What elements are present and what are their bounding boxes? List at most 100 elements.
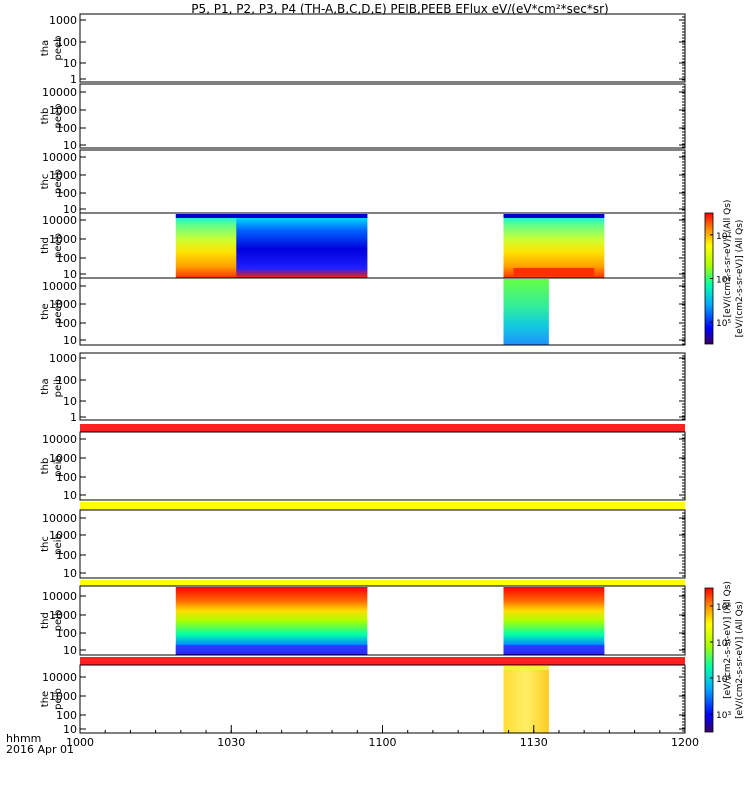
panel-probe-label: thb [40,458,51,475]
spectrogram-bottom-band [503,645,605,654]
panel-species-label: peeb [53,36,64,61]
y-tick-label: 100 [56,122,77,135]
panel-species-label: peib [53,533,64,555]
spectrogram-block-the-peib-0 [503,666,549,733]
y-tick-label: 1000 [49,104,77,117]
y-tick-label: 1000 [49,169,77,182]
y-tick-label: 1 [70,411,77,424]
y-tick-label: 10000 [42,86,77,99]
mode-bar-yellow [80,502,685,510]
colorbar-overlap-label: [eV/(cm2-s-sr-eV)] (All Qs) [723,200,733,318]
x-tick-label: 1000 [66,736,94,749]
panel-frame-8 [79,585,686,656]
y-tick-label: 1000 [49,452,77,465]
time-axis-label: hhmm [6,732,41,745]
y-tick-label: 10000 [42,280,77,293]
panel-species-label: peeb [53,233,64,258]
panel-probe-label: thc [40,536,51,552]
y-tick-label: 1000 [49,690,77,703]
y-tick-label: 10 [63,395,77,408]
x-tick-label: 1030 [217,736,245,749]
y-tick-label: 10 [63,489,77,502]
y-tick-label: 100 [56,709,77,722]
panel-frame-6 [79,431,686,501]
mode-bar-yellow [80,580,685,586]
panel-frame-1 [79,83,686,149]
spectrogram-block-the-peeb-0 [503,279,549,345]
spectrogram-low-flux-region [236,214,368,278]
panel-frame-2 [79,149,686,214]
panel-species-label: peeb [53,299,64,324]
y-tick-label: 100 [56,187,77,200]
x-tick-label: 1200 [671,736,699,749]
panel-species-label: peeb [53,169,64,194]
x-tick-label: 1100 [369,736,397,749]
colorbar-label: [eV/(cm2-s-sr-eV)] (All Qs) [735,220,745,338]
y-tick-label: 10000 [42,151,77,164]
mode-bar-red [80,424,685,432]
y-tick-label: 1 [70,73,77,86]
panel-frame-4 [79,277,686,346]
time-axis-date: 2016 Apr 01 [6,743,74,756]
y-tick-label: 100 [56,374,77,387]
y-tick-label: 100 [56,36,77,49]
colorbar-tick-label: 10⁶ [716,603,731,613]
colorbar-tick-label: 10⁶ [716,276,731,286]
spectrogram-bottom-band [175,645,368,654]
panel-probe-label: tha [40,40,51,56]
y-tick-label: 10000 [42,214,77,227]
y-tick-label: 10000 [42,512,77,525]
spectrogram-top-edge [175,214,368,218]
panel-probe-label: the [40,303,51,319]
spectrogram-block-thd-peeb-1 [503,214,605,278]
panel-probe-label: thc [40,174,51,190]
panel-species-label: peib [53,688,64,710]
panel-probe-label: thd [40,237,51,254]
spectrogram-bottom-edge [513,268,595,276]
panel-species-label: peib [53,455,64,477]
y-tick-label: 1000 [49,609,77,622]
y-tick-label: 100 [56,471,77,484]
y-tick-label: 1000 [49,233,77,246]
colorbar-tick-label: 10⁷ [716,232,731,242]
panel-probe-label: tha [40,378,51,394]
spectrogram-block-thd-peib-0 [175,587,368,655]
panel-frame-9 [79,664,686,734]
y-tick-label: 10000 [42,590,77,603]
y-tick-label: 100 [56,317,77,330]
y-tick-label: 10 [63,334,77,347]
panel-frame-7 [79,509,686,579]
colorbar-ion [704,587,714,733]
y-tick-label: 10 [63,139,77,152]
colorbar-label: [eV/(cm2-s-sr-eV)] (All Qs) [735,601,745,719]
panel-species-label: peeb [53,104,64,129]
y-tick-label: 1000 [49,529,77,542]
y-tick-label: 1000 [49,14,77,27]
y-tick-label: 100 [56,252,77,265]
panel-probe-label: thb [40,108,51,125]
panel-frame-5 [79,352,686,421]
y-tick-label: 10 [63,723,77,736]
mode-bar-red [80,657,685,665]
y-tick-label: 10000 [42,671,77,684]
colorbar-tick-label: 10⁵ [716,639,731,649]
colorbar-tick-label: 10³ [716,711,731,721]
spectrogram-top-edge [503,666,549,670]
y-tick-label: 10000 [42,433,77,446]
y-tick-label: 10 [63,644,77,657]
panel-probe-label: the [40,691,51,707]
y-tick-label: 10 [63,203,77,216]
chart-title: P5, P1, P2, P3, P4 (TH-A,B,C,D,E) PEIB,P… [191,2,608,16]
y-tick-label: 1000 [49,298,77,311]
panel-frame-0 [79,13,686,83]
panel-species-label: peib [53,610,64,632]
x-tick-label: 1130 [520,736,548,749]
y-tick-label: 100 [56,549,77,562]
colorbar-overlap-label: [eV/(cm2-s-sr-eV)] (All Qs) [723,581,733,699]
y-tick-label: 10 [63,268,77,281]
y-tick-label: 10 [63,57,77,70]
panel-species-label: peib [53,376,64,398]
y-tick-label: 1000 [49,352,77,365]
spectrogram-block-thd-peib-1 [503,587,605,655]
